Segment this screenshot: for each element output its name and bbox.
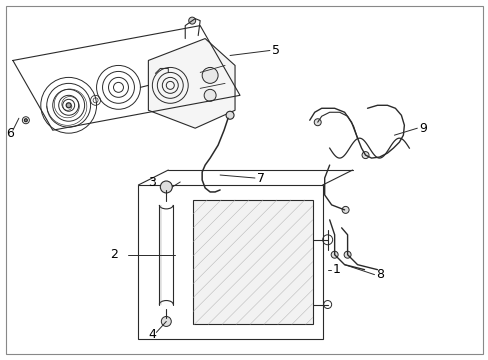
Circle shape: [361, 152, 368, 159]
Circle shape: [161, 316, 171, 327]
Circle shape: [66, 103, 71, 108]
Circle shape: [314, 119, 321, 126]
Circle shape: [203, 89, 216, 101]
Text: 7: 7: [256, 171, 264, 185]
Text: 8: 8: [376, 268, 384, 281]
Circle shape: [188, 17, 195, 24]
Text: 4: 4: [148, 328, 156, 341]
Text: 2: 2: [110, 248, 118, 261]
Circle shape: [24, 119, 27, 122]
Text: 5: 5: [271, 44, 279, 57]
Text: 3: 3: [148, 176, 156, 189]
Text: 1: 1: [332, 263, 340, 276]
Circle shape: [225, 111, 234, 119]
Circle shape: [330, 251, 337, 258]
Polygon shape: [148, 39, 235, 128]
Text: 9: 9: [419, 122, 427, 135]
Bar: [138, 185, 322, 339]
Circle shape: [160, 181, 172, 193]
Circle shape: [218, 186, 225, 193]
Circle shape: [344, 251, 350, 258]
Circle shape: [342, 206, 348, 213]
Bar: [193, 200, 312, 324]
Text: 6: 6: [6, 127, 14, 140]
Circle shape: [202, 67, 218, 84]
